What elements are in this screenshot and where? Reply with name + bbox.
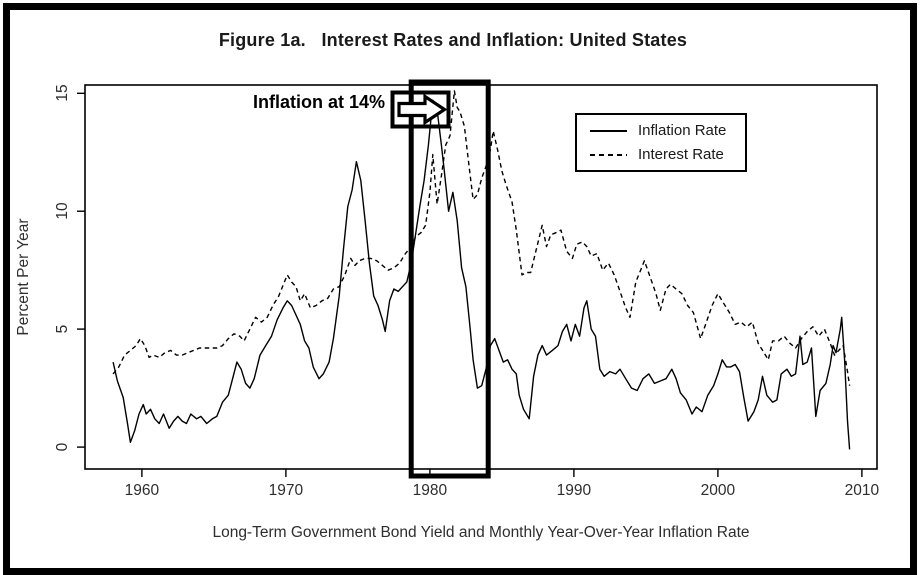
y-tick-label: 15 — [54, 84, 71, 102]
legend-label: Interest Rate — [638, 146, 724, 163]
dashed-line-sample-icon — [590, 153, 627, 156]
figure-title: Figure 1a. Interest Rates and Inflation:… — [218, 30, 688, 50]
highlight-box — [408, 79, 491, 479]
series-line-dashed — [112, 90, 851, 386]
figure-frame — [3, 3, 917, 575]
x-tick-label: 1980 — [412, 482, 448, 499]
x-tick-label: 1970 — [268, 482, 304, 499]
x-tick-label: 2010 — [844, 482, 880, 499]
y-tick-label: 5 — [54, 324, 71, 334]
x-tick-label: 1960 — [124, 482, 160, 499]
legend-entry-inflation-rate: Inflation Rate — [590, 122, 745, 139]
legend-entry-interest-rate: Interest Rate — [590, 146, 745, 163]
block-arrow-right-icon — [397, 93, 448, 126]
y-tick-label: 10 — [54, 202, 71, 220]
x-axis-title: Long-Term Government Bond Yield and Mont… — [212, 524, 750, 541]
x-tick-label: 2000 — [700, 482, 736, 499]
legend: Inflation Rate Interest Rate — [575, 113, 747, 172]
solid-line-sample-icon — [590, 129, 627, 132]
annotation-text: Inflation at 14% — [252, 92, 385, 112]
legend-label: Inflation Rate — [638, 122, 727, 139]
arrow-badge-box — [390, 90, 451, 129]
y-tick-label: 0 — [54, 442, 71, 452]
plot-box — [84, 84, 878, 470]
x-tick-label: 1990 — [556, 482, 592, 499]
y-axis-title: Percent Per Year — [15, 218, 32, 336]
series-line-solid — [112, 99, 851, 450]
